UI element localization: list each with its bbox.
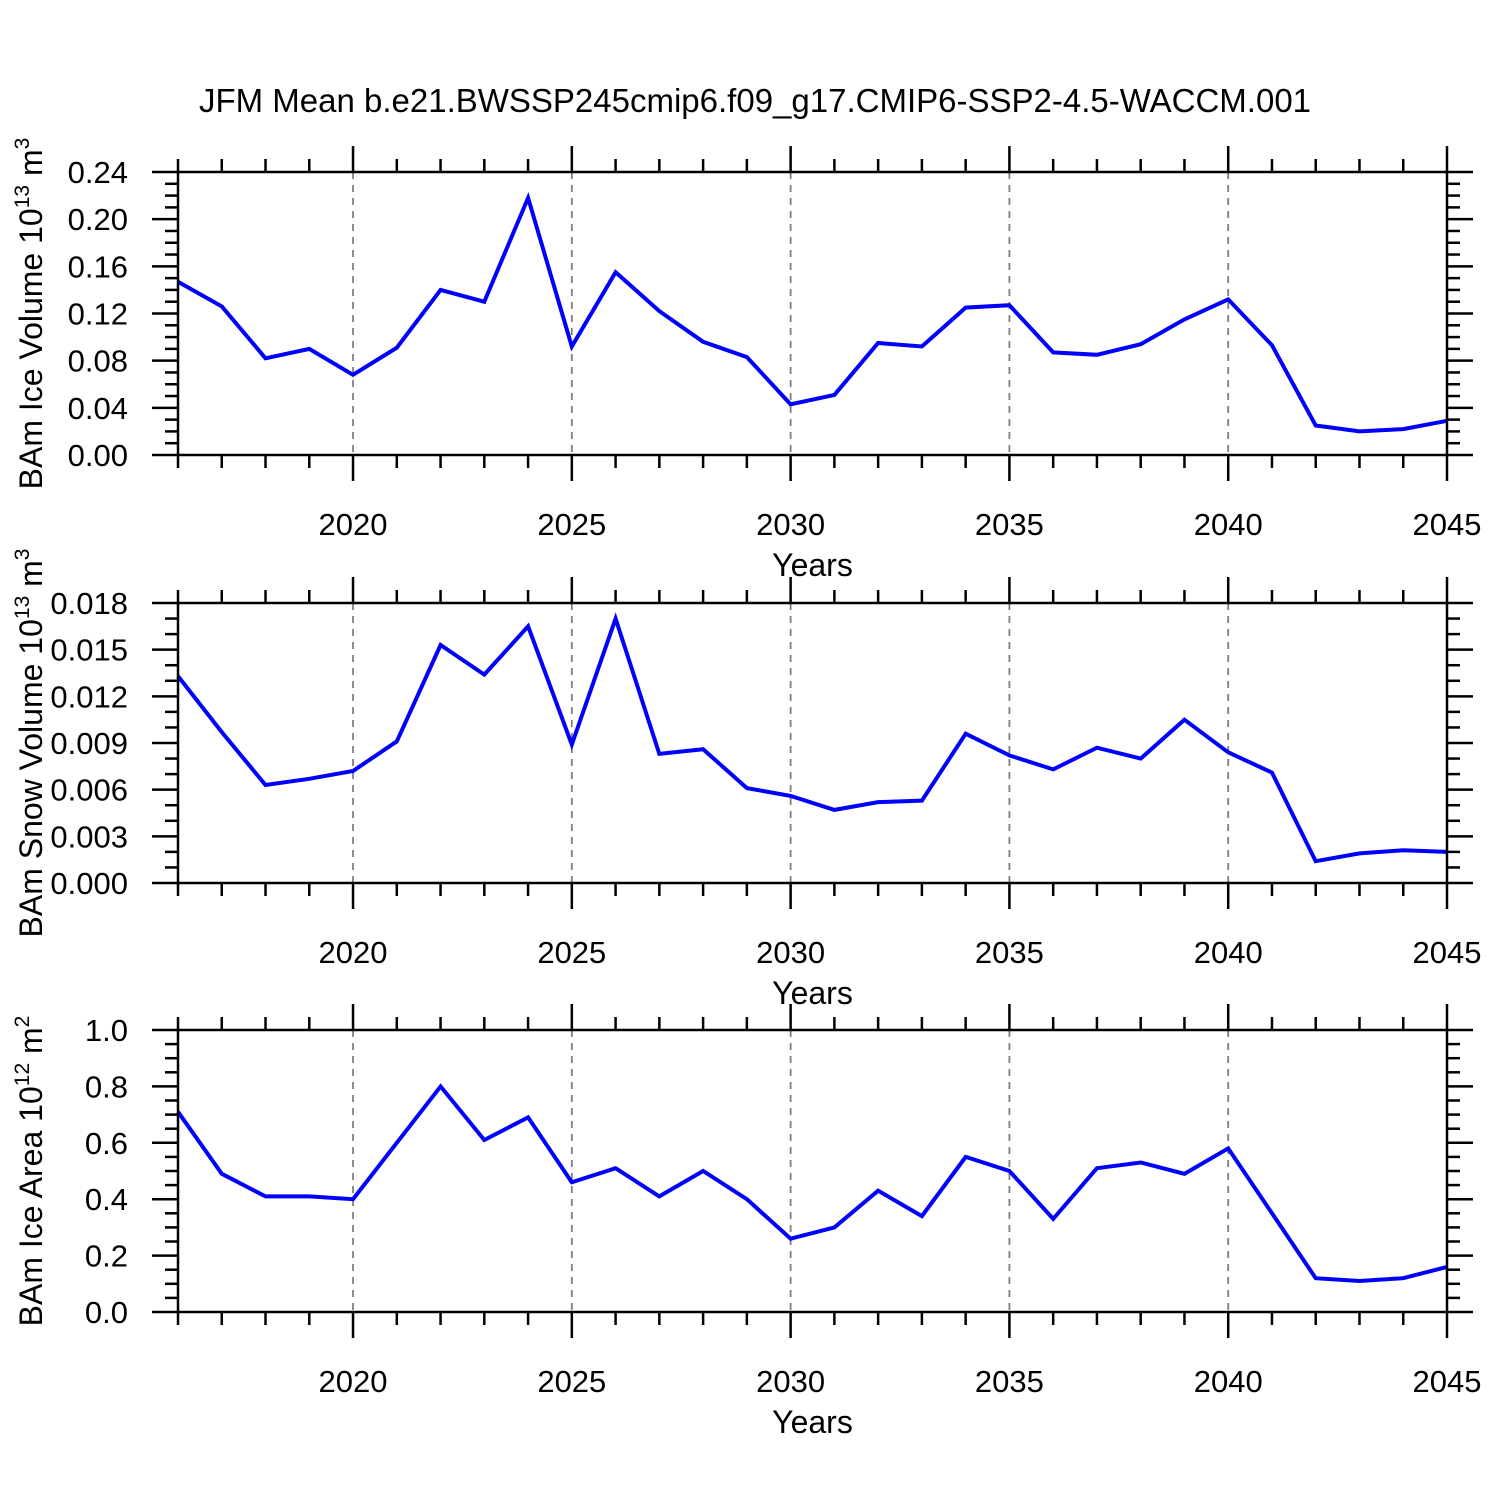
y-tick-label: 1.0 (85, 1013, 128, 1048)
x-tick-label: 2040 (1194, 935, 1263, 970)
y-axis-title: BAm Snow Volume 1013 m3 (11, 549, 49, 938)
y-axis-title-group: BAm Ice Area 1012 m2 (11, 1016, 49, 1327)
y-tick-label: 0.006 (50, 773, 128, 808)
y-tick-label: 0.00 (68, 438, 128, 473)
x-tick-label: 2020 (319, 507, 388, 542)
x-tick-label: 2020 (319, 1364, 388, 1399)
y-tick-label: 0.015 (50, 633, 128, 668)
x-tick-label: 2040 (1194, 507, 1263, 542)
x-tick-label: 2045 (1413, 935, 1482, 970)
figure-title: JFM Mean b.e21.BWSSP245cmip6.f09_g17.CMI… (199, 82, 1311, 119)
y-tick-label: 0.12 (68, 297, 128, 332)
x-tick-label: 2035 (975, 1364, 1044, 1399)
y-tick-label: 0.009 (50, 726, 128, 761)
y-tick-label: 0.04 (68, 391, 128, 426)
x-tick-label: 2045 (1413, 1364, 1482, 1399)
x-tick-label: 2025 (537, 507, 606, 542)
y-axis-title-group: BAm Snow Volume 1013 m3 (11, 549, 49, 938)
y-tick-label: 0.08 (68, 344, 128, 379)
y-axis-title: BAm Ice Area 1012 m2 (11, 1016, 49, 1327)
x-axis-title: Years (772, 547, 853, 583)
y-axis-title-group: BAm Ice Volume 1013 m3 (11, 138, 49, 490)
panel-bam-ice-area: 0.0 0.2 0.4 0.6 0.8 1.0 2020 2025 2030 2035 2040 20… (11, 1004, 1481, 1440)
panel-frame (176, 170, 1449, 457)
x-tick-label: 2030 (756, 507, 825, 542)
panels-container: 0.00 0.04 0.08 0.12 0.16 0.20 0.24 2020 2025 2030… (11, 138, 1481, 1440)
y-tick-label: 0.20 (68, 202, 128, 237)
y-tick-label: 0.16 (68, 249, 128, 284)
y-tick-label: 0.6 (85, 1126, 128, 1161)
y-axis-title: BAm Ice Volume 1013 m3 (11, 138, 49, 490)
x-tick-label: 2035 (975, 507, 1044, 542)
bam-ice-area-line (176, 1083, 1448, 1284)
panel-frame (176, 1028, 1449, 1314)
x-tick-label: 2020 (319, 935, 388, 970)
x-tick-label: 2035 (975, 935, 1044, 970)
y-tick-label: 0.24 (68, 155, 128, 190)
panel-bam-snow-volume: 0.000 0.003 0.006 0.009 0.012 0.015 0.018 2020 2… (11, 549, 1481, 1011)
y-tick-label: 0.000 (50, 866, 128, 901)
x-axis-title: Years (772, 975, 853, 1011)
x-tick-label: 2040 (1194, 1364, 1263, 1399)
y-tick-label: 0.0 (85, 1295, 128, 1330)
bam-ice-volume-line (177, 191, 1448, 434)
x-axis-title: Years (772, 1404, 853, 1440)
x-tick-label: 2025 (537, 935, 606, 970)
y-tick-label: 0.2 (85, 1239, 128, 1274)
y-tick-label: 0.012 (50, 679, 128, 714)
bam-snow-volume-line (176, 612, 1448, 864)
x-tick-label: 2030 (756, 935, 825, 970)
x-tick-label: 2025 (537, 1364, 606, 1399)
panel-bam-ice-volume: 0.00 0.04 0.08 0.12 0.16 0.20 0.24 2020 2025 2030… (11, 138, 1481, 583)
x-tick-label: 2030 (756, 1364, 825, 1399)
y-tick-label: 0.018 (50, 586, 128, 621)
panel-frame (176, 601, 1449, 885)
y-tick-label: 0.4 (85, 1182, 128, 1217)
y-tick-label: 0.8 (85, 1069, 128, 1104)
y-tick-label: 0.003 (50, 819, 128, 854)
x-tick-label: 2045 (1413, 507, 1482, 542)
